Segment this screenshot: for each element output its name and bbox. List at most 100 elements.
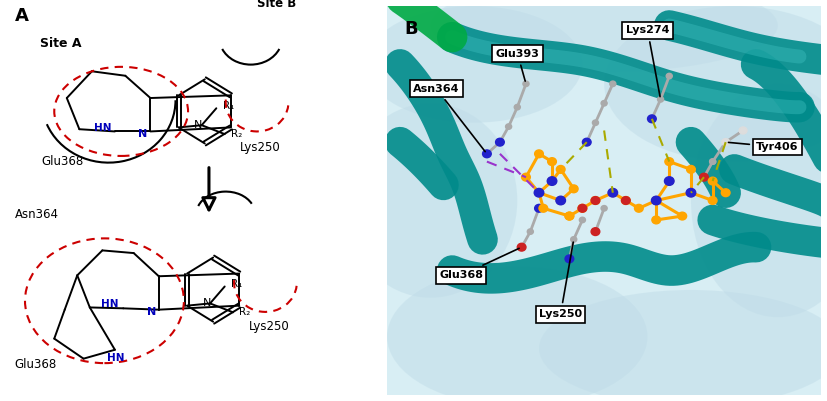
Circle shape: [686, 166, 696, 173]
FancyBboxPatch shape: [380, 0, 827, 401]
Text: N: N: [194, 120, 203, 130]
Circle shape: [569, 185, 578, 193]
Text: R₁: R₁: [222, 101, 234, 111]
Text: A: A: [15, 7, 28, 25]
Circle shape: [497, 140, 503, 145]
Circle shape: [721, 189, 730, 196]
Circle shape: [657, 97, 663, 102]
Circle shape: [505, 124, 512, 129]
Circle shape: [547, 177, 557, 185]
Circle shape: [565, 212, 574, 220]
Circle shape: [664, 177, 674, 185]
Circle shape: [601, 206, 607, 211]
Text: HN: HN: [101, 299, 118, 309]
Ellipse shape: [539, 290, 827, 401]
Circle shape: [578, 205, 587, 212]
Circle shape: [591, 196, 600, 205]
Text: B: B: [404, 20, 418, 38]
Circle shape: [578, 205, 587, 212]
Circle shape: [723, 140, 729, 145]
Circle shape: [592, 229, 599, 234]
Circle shape: [535, 189, 543, 196]
Circle shape: [482, 150, 491, 158]
Circle shape: [622, 196, 630, 205]
Circle shape: [547, 158, 557, 166]
Text: Glu368: Glu368: [439, 248, 519, 280]
Circle shape: [649, 116, 655, 122]
Circle shape: [608, 188, 618, 197]
Circle shape: [710, 159, 715, 164]
Circle shape: [582, 138, 591, 146]
Ellipse shape: [344, 103, 518, 298]
Circle shape: [571, 237, 576, 242]
Circle shape: [534, 188, 544, 197]
Ellipse shape: [605, 6, 827, 162]
Text: N: N: [203, 298, 211, 308]
Text: Lys250: Lys250: [539, 242, 582, 319]
Text: Glu368: Glu368: [15, 358, 57, 371]
Circle shape: [557, 196, 565, 205]
Text: Site A: Site A: [40, 37, 81, 50]
Circle shape: [535, 150, 543, 158]
Circle shape: [484, 151, 490, 156]
Circle shape: [523, 81, 529, 87]
Circle shape: [740, 128, 746, 133]
Text: Lys250: Lys250: [241, 142, 281, 154]
Circle shape: [700, 173, 709, 181]
Ellipse shape: [366, 6, 582, 123]
Circle shape: [609, 189, 617, 196]
Text: Tyr406: Tyr406: [729, 142, 799, 152]
Circle shape: [710, 159, 715, 164]
Circle shape: [557, 166, 565, 173]
Circle shape: [497, 140, 503, 145]
Circle shape: [519, 245, 524, 250]
Circle shape: [709, 177, 717, 185]
Circle shape: [528, 229, 533, 234]
Circle shape: [518, 243, 526, 251]
Circle shape: [514, 104, 520, 110]
Circle shape: [686, 189, 696, 196]
Text: Site B: Site B: [257, 0, 296, 10]
Text: R₂: R₂: [231, 129, 242, 139]
Text: N: N: [138, 129, 147, 139]
Circle shape: [652, 196, 661, 205]
Circle shape: [678, 212, 686, 220]
Circle shape: [686, 188, 696, 197]
Circle shape: [547, 177, 557, 185]
Ellipse shape: [387, 267, 648, 401]
Circle shape: [495, 138, 504, 146]
Circle shape: [536, 206, 542, 211]
Circle shape: [522, 173, 530, 181]
Circle shape: [667, 73, 672, 79]
Text: R₁: R₁: [231, 279, 242, 289]
Text: Asn364: Asn364: [15, 209, 59, 221]
Text: Lys250: Lys250: [249, 320, 289, 333]
Circle shape: [535, 205, 543, 212]
Ellipse shape: [431, 0, 778, 72]
Circle shape: [601, 101, 607, 106]
Circle shape: [565, 212, 574, 220]
Circle shape: [652, 196, 661, 205]
Circle shape: [622, 196, 630, 205]
Circle shape: [652, 196, 661, 205]
Circle shape: [591, 196, 600, 205]
Text: N: N: [146, 307, 155, 317]
Circle shape: [592, 120, 599, 126]
Circle shape: [565, 255, 574, 263]
Text: Glu368: Glu368: [41, 155, 84, 168]
Circle shape: [722, 139, 729, 146]
Circle shape: [609, 81, 616, 87]
Text: Lys274: Lys274: [626, 25, 669, 97]
Circle shape: [665, 177, 674, 185]
Circle shape: [556, 196, 566, 205]
Text: R₂: R₂: [239, 307, 251, 317]
Circle shape: [580, 217, 586, 223]
Circle shape: [665, 158, 674, 166]
Circle shape: [566, 256, 572, 261]
Circle shape: [591, 228, 600, 235]
Circle shape: [648, 115, 657, 123]
Text: HN: HN: [107, 353, 125, 363]
Circle shape: [584, 140, 590, 145]
Circle shape: [652, 216, 661, 224]
Ellipse shape: [691, 84, 827, 317]
